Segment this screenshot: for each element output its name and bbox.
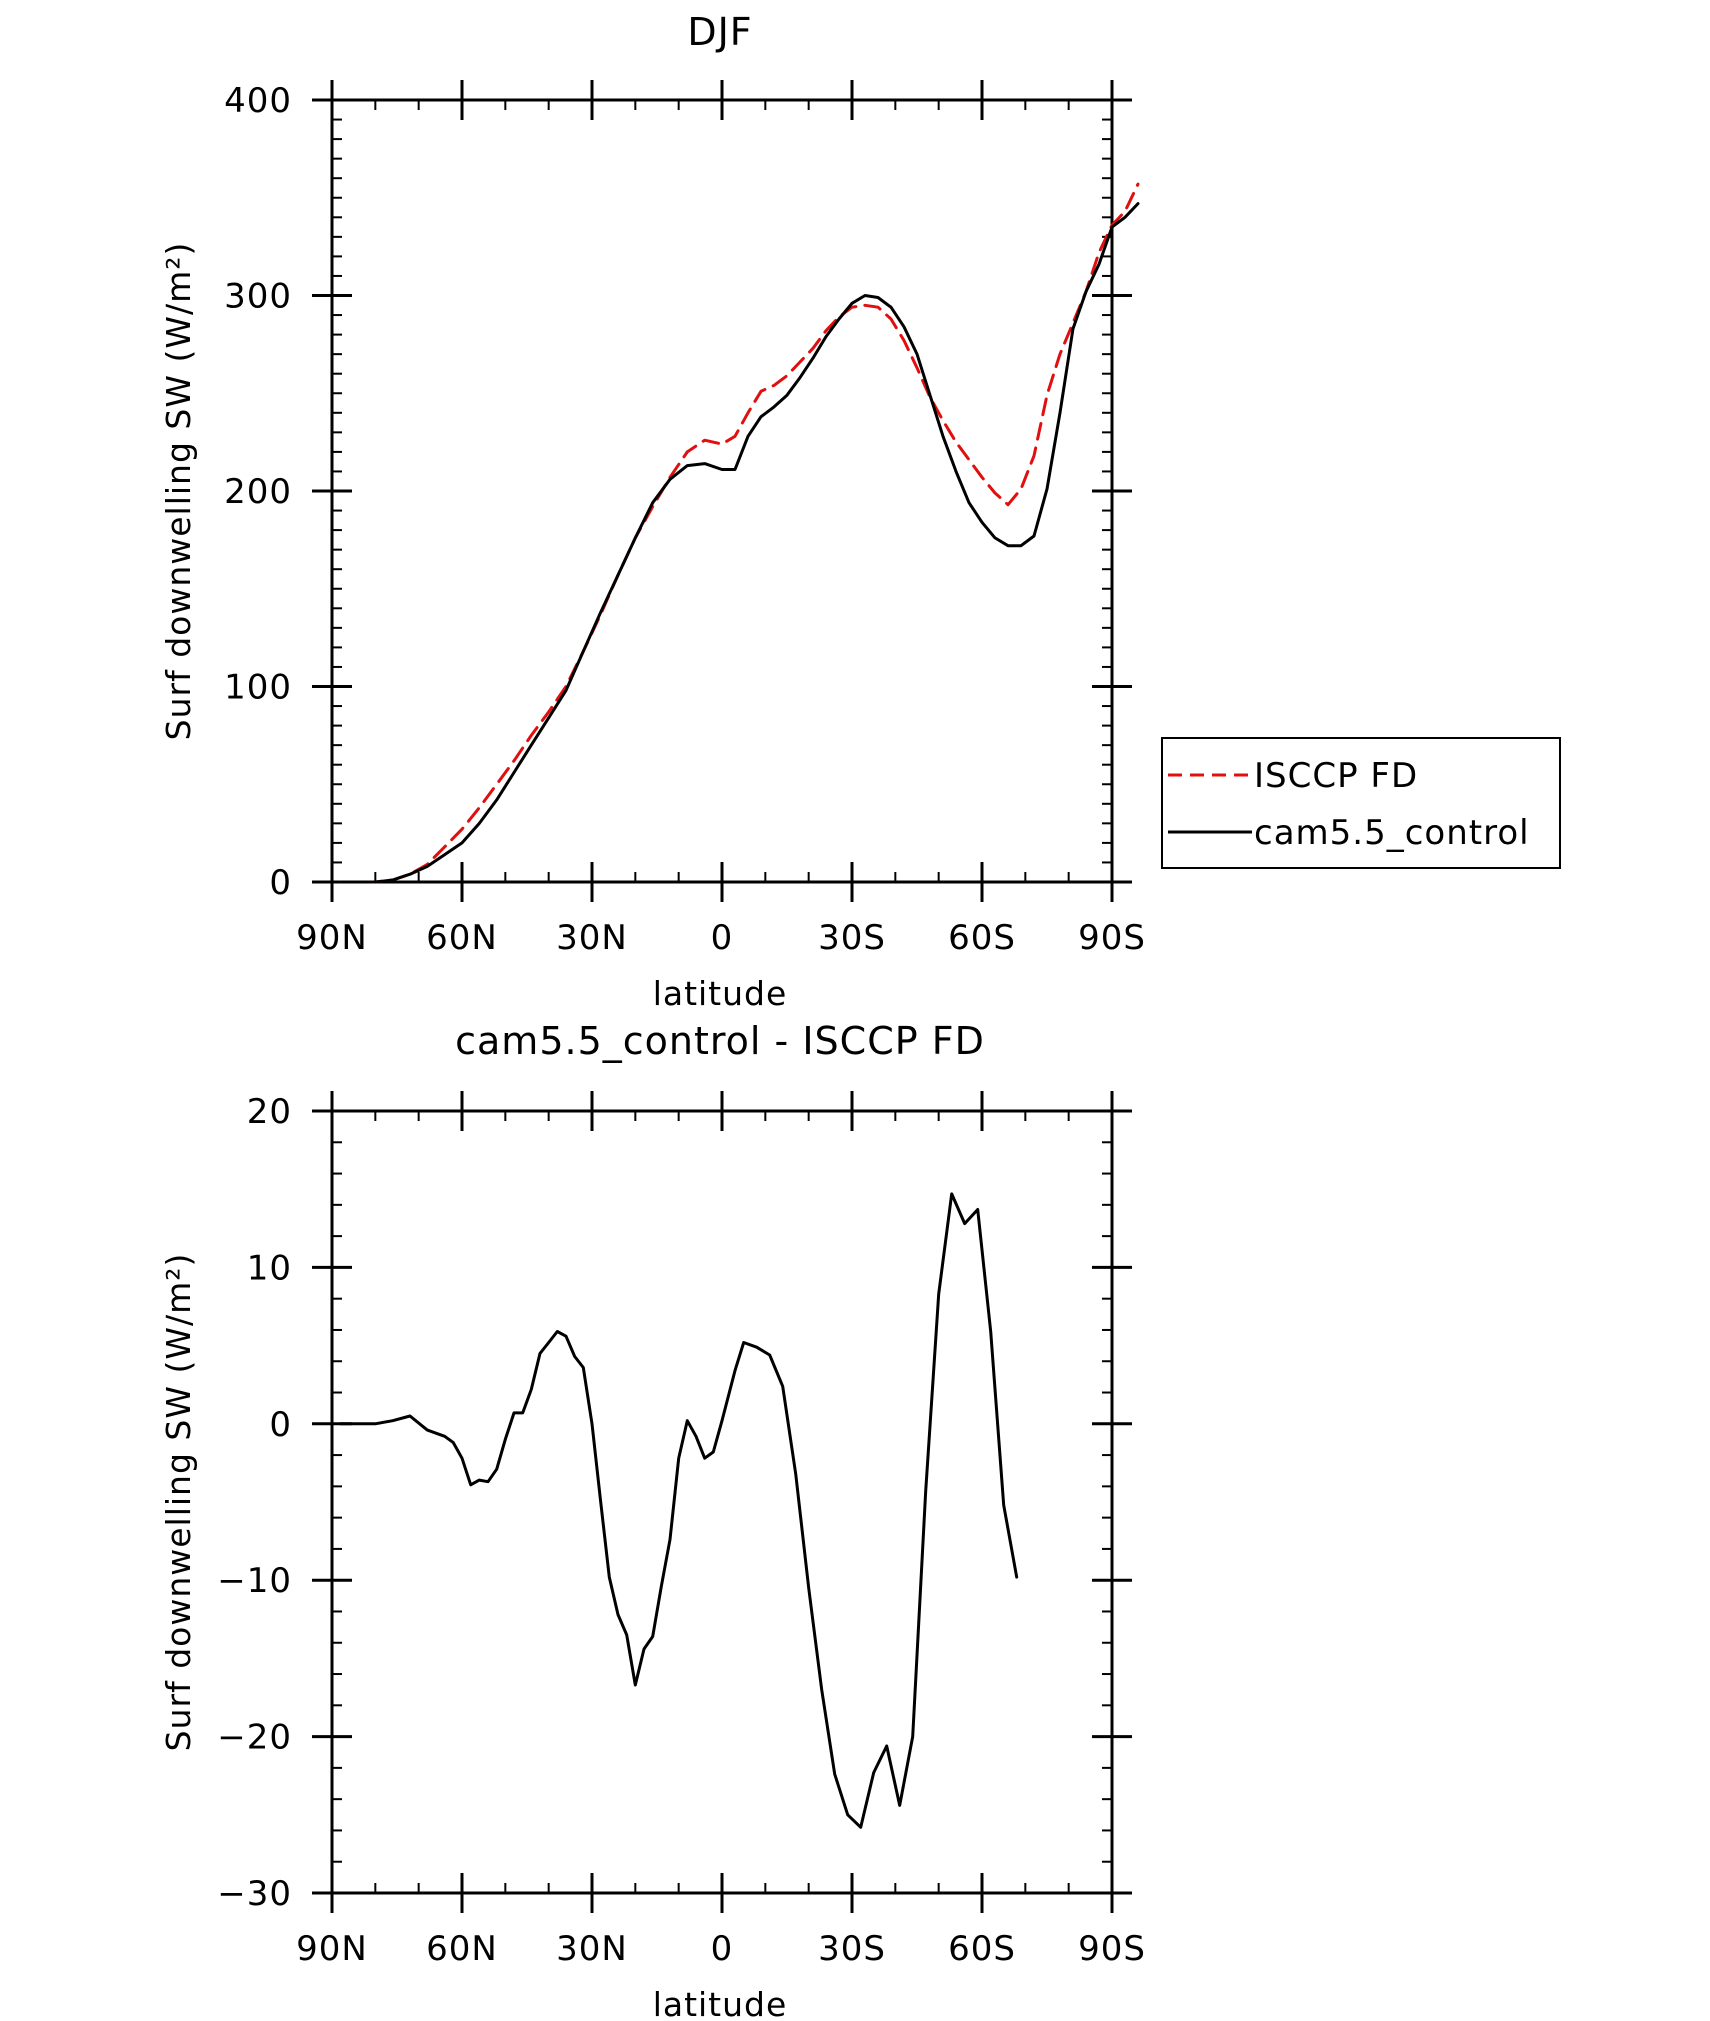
x-tick-label: 30N [556, 918, 628, 958]
legend-label-cam: cam5.5_control [1254, 813, 1530, 853]
y-axis-label: Surf downwelling SW (W/m²) [159, 1253, 198, 1752]
series-line-difference [339, 1192, 1019, 1829]
y-tick-label: −30 [217, 1874, 292, 1914]
legend-box [1161, 737, 1561, 869]
x-tick-label: 60S [948, 918, 1016, 958]
x-tick-label: 90S [1078, 918, 1146, 958]
x-tick-label: 60N [426, 1929, 498, 1969]
x-tick-label: 90N [296, 1929, 368, 1969]
axis-ticks [312, 80, 1132, 902]
series-lines [339, 182, 1140, 884]
y-tick-label: −10 [217, 1561, 292, 1601]
legend-label-isccp: ISCCP FD [1254, 756, 1418, 796]
x-tick-label: 60N [426, 918, 498, 958]
chart-title: DJF [687, 10, 752, 54]
series-lines [339, 1192, 1019, 1829]
chart-panel-top: DJF 0 100 200 300 400 90N 60N 30N 0 30S 60S 90S lat… [159, 10, 1561, 1013]
y-tick-label: 400 [224, 81, 292, 121]
tick-labels: 0 100 200 300 400 90N 60N 30N 0 30S 60S 90S [224, 81, 1146, 958]
y-tick-label: 0 [269, 863, 292, 903]
x-tick-label: 0 [711, 918, 734, 958]
x-tick-label: 90S [1078, 1929, 1146, 1969]
chart-title: cam5.5_control - ISCCP FD [455, 1019, 985, 1063]
tick-labels: −30 −20 −10 0 10 20 90N 60N 30N 0 30S 60S 90S [217, 1092, 1146, 1969]
x-tick-label: 30S [818, 918, 886, 958]
x-tick-label: 0 [711, 1929, 734, 1969]
y-tick-label: 0 [269, 1405, 292, 1445]
y-tick-label: 100 [224, 668, 292, 708]
x-axis-label: latitude [653, 974, 788, 1013]
chart-panel-bottom: cam5.5_control - ISCCP FD −30 −20 −10 0 10 20… [159, 1019, 1146, 2021]
x-tick-label: 30S [818, 1929, 886, 1969]
y-tick-label: 200 [224, 472, 292, 512]
y-tick-label: 10 [247, 1248, 292, 1288]
plot-frame [330, 1109, 1114, 1895]
x-tick-label: 30N [556, 1929, 628, 1969]
series-line-cam5-5-control [339, 202, 1140, 884]
axis-ticks [312, 1091, 1132, 1913]
legend: ISCCP FD cam5.5_control [1161, 737, 1561, 869]
x-axis-label: latitude [653, 1985, 788, 2021]
y-axis-label: Surf downwelling SW (W/m²) [159, 242, 198, 741]
x-tick-label: 90N [296, 918, 368, 958]
x-tick-label: 60S [948, 1929, 1016, 1969]
series-line-isccp-fd [339, 182, 1140, 884]
y-tick-label: 300 [224, 277, 292, 317]
y-tick-label: −20 [217, 1718, 292, 1758]
y-tick-label: 20 [247, 1092, 292, 1132]
